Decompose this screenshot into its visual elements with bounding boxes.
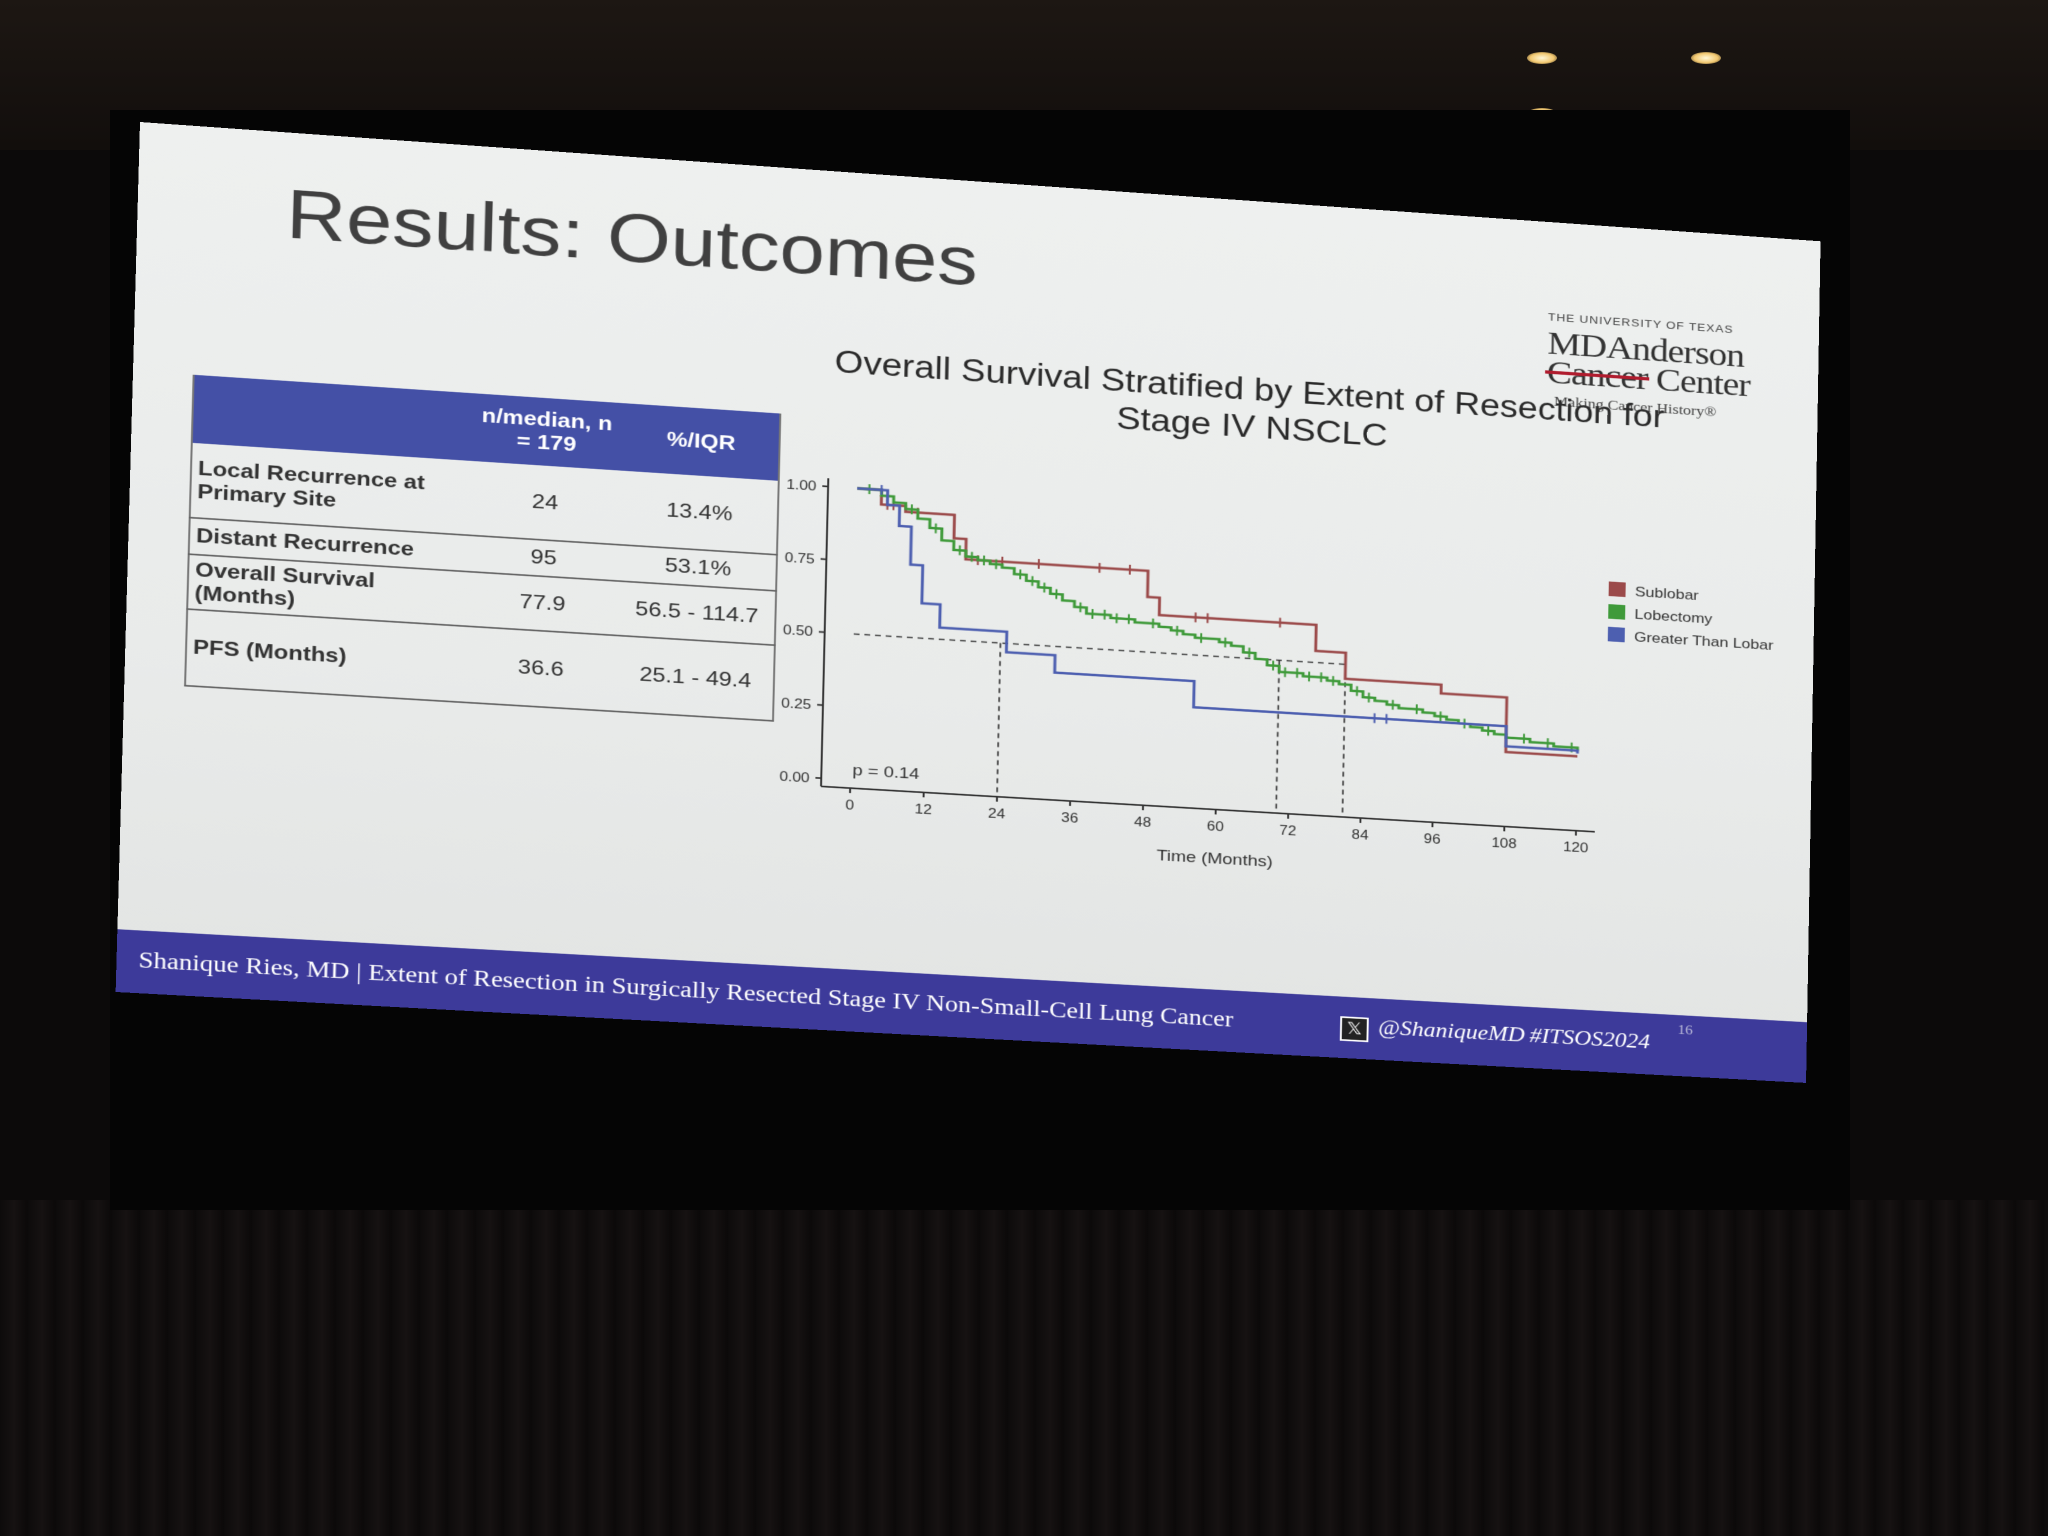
x-tick-label: 72	[1279, 824, 1296, 839]
ceiling-light	[1527, 52, 1557, 64]
legend-swatch-greater-than-lobar	[1608, 627, 1625, 643]
median-drop-line	[1276, 660, 1279, 811]
survival-chart: 0.00 0.25 0.50 0.75 1.00 0 12 24 36 48 60 72 84 96 108…	[761, 405, 1779, 907]
y-tick-label: 1.00	[786, 478, 816, 494]
y-tick-label: 0.50	[783, 624, 814, 640]
table-header-cell: %/IQR	[623, 403, 781, 481]
x-logo-icon: 𝕏	[1340, 1016, 1369, 1042]
stage-curtain	[0, 1200, 2048, 1536]
x-tick-label: 36	[1061, 811, 1078, 826]
median-drop-line	[997, 643, 1000, 795]
ceiling-light	[1691, 52, 1721, 64]
outcomes-table: n/median, n = 179 %/IQR Local Recurrence…	[184, 375, 781, 722]
x-tick-label: 0	[845, 798, 854, 813]
median-drop-line	[1342, 664, 1345, 815]
slide-title: Results: Outcomes	[285, 174, 978, 302]
y-tick-label: 0.25	[781, 697, 812, 713]
greater-than-lobar-curve	[852, 488, 1582, 753]
row-value: 77.9	[465, 572, 620, 636]
x-axis-label: Time (Months)	[1156, 846, 1273, 871]
row-value: 24	[467, 461, 622, 545]
page-number: 16	[1678, 1023, 1693, 1038]
legend-swatch-lobectomy	[1608, 604, 1625, 620]
logo-center-word: Center	[1656, 361, 1751, 404]
row-percent: 25.1 - 49.4	[617, 636, 775, 721]
legend-swatch-sublobar	[1609, 581, 1626, 597]
footer-handle: @ShaniqueMD	[1378, 1017, 1525, 1048]
row-value: 36.6	[463, 626, 619, 711]
p-value-label: p = 0.14	[852, 761, 920, 783]
x-tick-label: 12	[915, 803, 933, 818]
row-label: PFS (Months)	[185, 609, 465, 702]
legend-label-greater-than-lobar: Greater Than Lobar	[1634, 630, 1774, 654]
logo-cancer-word: Cancer	[1547, 353, 1648, 398]
y-tick-label: 0.75	[784, 551, 815, 567]
row-percent: 56.5 - 114.7	[618, 581, 776, 645]
sublobar-curve	[852, 488, 1582, 756]
footer-hashtag: #ITSOS2024	[1529, 1025, 1650, 1054]
x-tick-label: 48	[1134, 815, 1151, 830]
legend-label-lobectomy: Lobectomy	[1634, 607, 1712, 627]
table-header-cell: n/median, n = 179	[469, 393, 624, 471]
row-percent: 13.4%	[621, 471, 779, 555]
median-survival-line	[854, 634, 1346, 664]
legend-label-sublobar: Sublobar	[1635, 585, 1699, 604]
x-tick-label: 120	[1563, 840, 1588, 856]
x-tick-label: 108	[1491, 836, 1516, 852]
x-tick-label: 96	[1424, 832, 1441, 847]
x-tick-label: 24	[988, 807, 1005, 822]
presentation-slide: Results: Outcomes THE UNIVERSITY OF TEXA…	[116, 122, 1821, 1083]
x-tick-label: 60	[1207, 820, 1224, 835]
y-tick-label: 0.00	[779, 770, 810, 786]
x-tick-label: 84	[1352, 828, 1369, 843]
